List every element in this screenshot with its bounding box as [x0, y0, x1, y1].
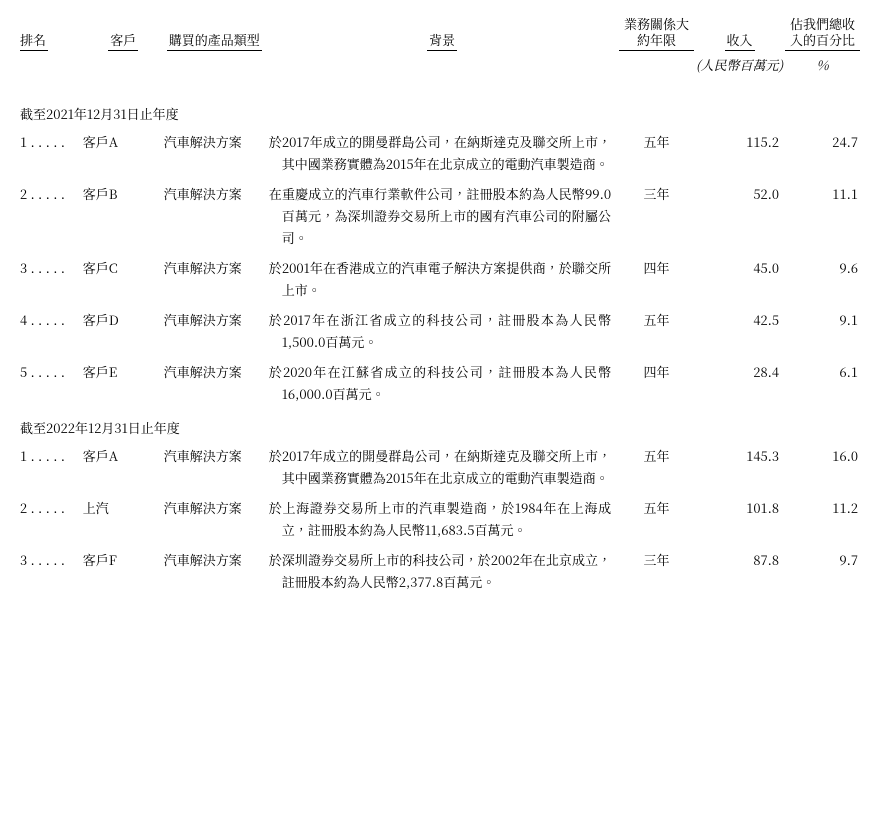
- cell-product-type: 汽車解決方案: [164, 253, 265, 305]
- cell-customer: 客戶B: [83, 179, 164, 253]
- cell-product-type: 汽車解決方案: [164, 493, 265, 545]
- cell-years: 五年: [619, 441, 694, 493]
- cell-product-type: 汽車解決方案: [164, 179, 265, 253]
- table-row: 1 . . . . .客戶A汽車解決方案於2017年成立的開曼群島公司，在納斯達…: [20, 441, 860, 493]
- cell-years: 四年: [619, 253, 694, 305]
- cell-revenue: 52.0: [694, 179, 785, 253]
- header-percent: 佔我們總收入的百分比: [785, 16, 860, 53]
- cell-revenue: 87.8: [694, 545, 785, 597]
- cell-rank: 2 . . . . .: [20, 179, 83, 253]
- cell-rank: 4 . . . . .: [20, 305, 83, 357]
- section-title: 截至2022年12月31日止年度: [20, 410, 860, 441]
- section-title: 截至2021年12月31日止年度: [20, 78, 860, 127]
- cell-product-type: 汽車解決方案: [164, 127, 265, 179]
- table-row: 5 . . . . .客戶E汽車解決方案於2020年在江蘇省成立的科技公司，註冊…: [20, 357, 860, 409]
- cell-percent: 9.7: [785, 545, 860, 597]
- cell-background: 於2017年成立的開曼群島公司，在納斯達克及聯交所上市，其中國業務實體為2015…: [265, 127, 619, 179]
- table-row: 3 . . . . .客戶C汽車解決方案於2001年在香港成立的汽車電子解決方案…: [20, 253, 860, 305]
- cell-customer: 上汽: [83, 493, 164, 545]
- cell-product-type: 汽車解決方案: [164, 305, 265, 357]
- cell-customer: 客戶A: [83, 127, 164, 179]
- header-revenue: 收入: [694, 16, 785, 53]
- header-years: 業務關係大約年限: [619, 16, 694, 53]
- cell-rank: 5 . . . . .: [20, 357, 83, 409]
- cell-revenue: 145.3: [694, 441, 785, 493]
- cell-background: 於2017年在浙江省成立的科技公司，註冊股本為人民幣1,500.0百萬元。: [265, 305, 619, 357]
- cell-background: 於2020年在江蘇省成立的科技公司，註冊股本為人民幣16,000.0百萬元。: [265, 357, 619, 409]
- cell-background: 於上海證券交易所上市的汽車製造商，於1984年在上海成立，註冊股本約為人民幣11…: [265, 493, 619, 545]
- table-row: 4 . . . . .客戶D汽車解決方案於2017年在浙江省成立的科技公司，註冊…: [20, 305, 860, 357]
- cell-years: 三年: [619, 545, 694, 597]
- cell-customer: 客戶F: [83, 545, 164, 597]
- cell-percent: 9.1: [785, 305, 860, 357]
- unit-percent: %: [785, 53, 860, 78]
- cell-percent: 11.1: [785, 179, 860, 253]
- unit-revenue: (人民幣百萬元): [694, 53, 785, 78]
- cell-customer: 客戶D: [83, 305, 164, 357]
- header-customer: 客戶: [83, 16, 164, 53]
- cell-revenue: 101.8: [694, 493, 785, 545]
- cell-percent: 6.1: [785, 357, 860, 409]
- cell-product-type: 汽車解決方案: [164, 441, 265, 493]
- cell-percent: 9.6: [785, 253, 860, 305]
- cell-percent: 16.0: [785, 441, 860, 493]
- cell-rank: 1 . . . . .: [20, 441, 83, 493]
- cell-rank: 2 . . . . .: [20, 493, 83, 545]
- cell-background: 於2001年在香港成立的汽車電子解決方案提供商，於聯交所上市。: [265, 253, 619, 305]
- section-title-row: 截至2021年12月31日止年度: [20, 78, 860, 127]
- table-row: 1 . . . . .客戶A汽車解決方案於2017年成立的開曼群島公司，在納斯達…: [20, 127, 860, 179]
- header-product-type: 購買的產品類型: [164, 16, 265, 53]
- table-row: 3 . . . . .客戶F汽車解決方案於深圳證券交易所上市的科技公司，於200…: [20, 545, 860, 597]
- cell-customer: 客戶E: [83, 357, 164, 409]
- cell-customer: 客戶C: [83, 253, 164, 305]
- cell-background: 在重慶成立的汽車行業軟件公司，註冊股本約為人民幣99.0百萬元，為深圳證券交易所…: [265, 179, 619, 253]
- cell-years: 五年: [619, 305, 694, 357]
- cell-years: 三年: [619, 179, 694, 253]
- section-title-row: 截至2022年12月31日止年度: [20, 410, 860, 441]
- cell-rank: 3 . . . . .: [20, 253, 83, 305]
- cell-percent: 11.2: [785, 493, 860, 545]
- table-row: 2 . . . . .上汽汽車解決方案於上海證券交易所上市的汽車製造商，於198…: [20, 493, 860, 545]
- cell-revenue: 42.5: [694, 305, 785, 357]
- cell-background: 於2017年成立的開曼群島公司，在納斯達克及聯交所上市，其中國業務實體為2015…: [265, 441, 619, 493]
- cell-rank: 3 . . . . .: [20, 545, 83, 597]
- cell-years: 五年: [619, 127, 694, 179]
- cell-product-type: 汽車解決方案: [164, 357, 265, 409]
- cell-revenue: 28.4: [694, 357, 785, 409]
- header-background: 背景: [265, 16, 619, 53]
- customers-table: 排名 客戶 購買的產品類型 背景 業務關係大約年限 收入 佔我們總收入的百分比 …: [20, 16, 860, 597]
- table-unit-row: (人民幣百萬元) %: [20, 53, 860, 78]
- cell-revenue: 45.0: [694, 253, 785, 305]
- cell-percent: 24.7: [785, 127, 860, 179]
- table-row: 2 . . . . .客戶B汽車解決方案在重慶成立的汽車行業軟件公司，註冊股本約…: [20, 179, 860, 253]
- cell-customer: 客戶A: [83, 441, 164, 493]
- table-header-row: 排名 客戶 購買的產品類型 背景 業務關係大約年限 收入 佔我們總收入的百分比: [20, 16, 860, 53]
- cell-rank: 1 . . . . .: [20, 127, 83, 179]
- cell-revenue: 115.2: [694, 127, 785, 179]
- header-rank: 排名: [20, 16, 83, 53]
- cell-product-type: 汽車解決方案: [164, 545, 265, 597]
- cell-background: 於深圳證券交易所上市的科技公司，於2002年在北京成立，註冊股本約為人民幣2,3…: [265, 545, 619, 597]
- cell-years: 四年: [619, 357, 694, 409]
- cell-years: 五年: [619, 493, 694, 545]
